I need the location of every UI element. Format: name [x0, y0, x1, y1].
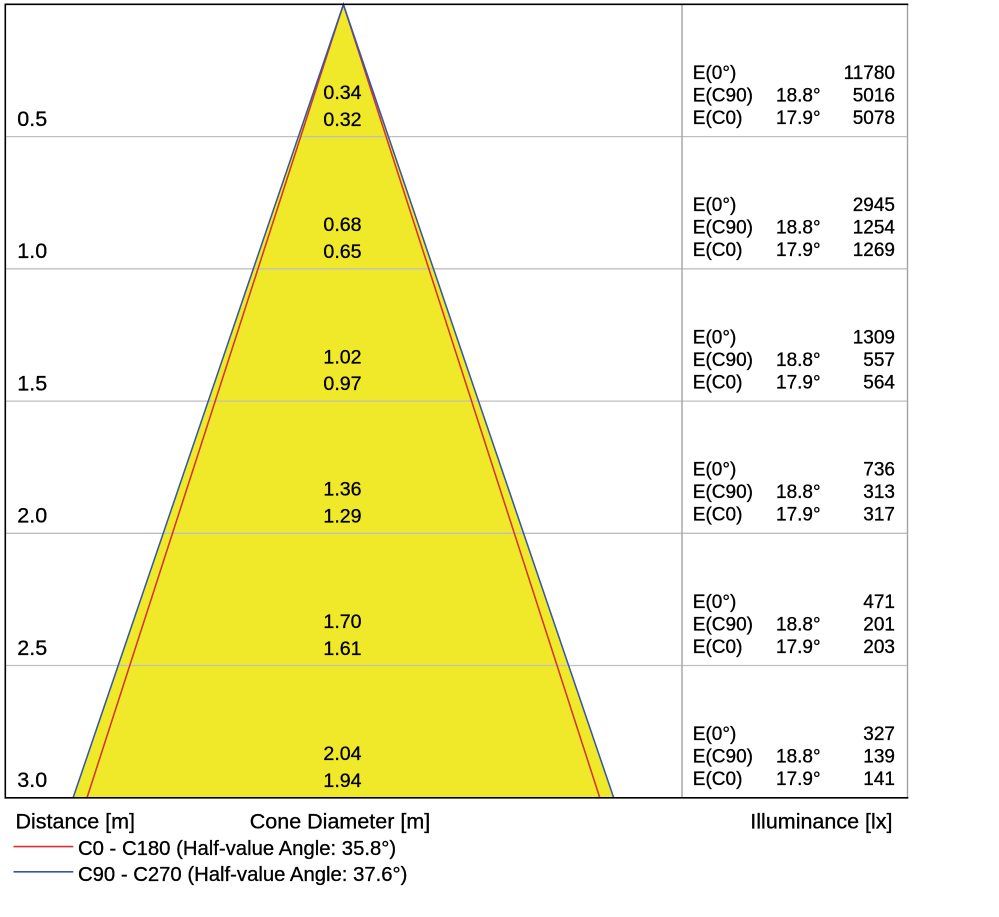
svg-text:E(C90): E(C90)	[693, 85, 753, 106]
svg-text:557: 557	[863, 350, 895, 371]
svg-text:E(C90): E(C90)	[693, 350, 753, 371]
svg-text:E(C0): E(C0)	[693, 769, 743, 790]
svg-text:E(0°): E(0°)	[693, 724, 737, 745]
svg-text:E(C0): E(C0)	[693, 372, 743, 393]
svg-text:5078: 5078	[853, 108, 895, 129]
svg-text:1269: 1269	[853, 240, 895, 261]
svg-text:0.5: 0.5	[17, 107, 47, 131]
svg-text:736: 736	[863, 460, 895, 481]
svg-text:17.9°: 17.9°	[776, 108, 821, 129]
svg-text:5016: 5016	[853, 85, 895, 106]
svg-text:E(C0): E(C0)	[693, 637, 743, 658]
svg-text:18.8°: 18.8°	[776, 614, 821, 635]
svg-text:E(0°): E(0°)	[693, 460, 737, 481]
svg-text:Distance [m]: Distance [m]	[16, 809, 135, 833]
svg-text:203: 203	[863, 637, 895, 658]
svg-text:E(C90): E(C90)	[693, 614, 753, 635]
svg-text:1.5: 1.5	[17, 371, 47, 395]
svg-text:18.8°: 18.8°	[776, 482, 821, 503]
svg-text:139: 139	[863, 747, 895, 768]
svg-text:3.0: 3.0	[17, 768, 47, 792]
svg-text:2.5: 2.5	[17, 636, 47, 660]
svg-text:E(C90): E(C90)	[693, 747, 753, 768]
svg-text:17.9°: 17.9°	[776, 769, 821, 790]
svg-text:18.8°: 18.8°	[776, 350, 821, 371]
svg-text:141: 141	[863, 769, 895, 790]
svg-text:1.02: 1.02	[323, 346, 361, 368]
svg-text:1.70: 1.70	[323, 611, 361, 633]
svg-text:18.8°: 18.8°	[776, 85, 821, 106]
svg-text:564: 564	[863, 372, 895, 393]
svg-text:E(0°): E(0°)	[693, 327, 737, 348]
svg-text:18.8°: 18.8°	[776, 218, 821, 239]
svg-text:1.0: 1.0	[17, 239, 47, 263]
svg-text:1.94: 1.94	[323, 770, 361, 792]
svg-text:E(C0): E(C0)	[693, 108, 743, 129]
svg-text:0.32: 0.32	[323, 109, 361, 131]
svg-text:317: 317	[863, 505, 895, 526]
svg-text:C0 - C180 (Half-value Angle: 3: C0 - C180 (Half-value Angle: 35.8°)	[78, 838, 396, 860]
svg-text:313: 313	[863, 482, 895, 503]
svg-text:E(0°): E(0°)	[693, 63, 737, 84]
svg-text:1309: 1309	[853, 327, 895, 348]
svg-text:E(C90): E(C90)	[693, 482, 753, 503]
svg-text:17.9°: 17.9°	[776, 240, 821, 261]
svg-text:E(0°): E(0°)	[693, 195, 737, 216]
svg-text:1254: 1254	[853, 218, 896, 239]
svg-text:1.61: 1.61	[323, 638, 361, 660]
svg-text:17.9°: 17.9°	[776, 372, 821, 393]
svg-text:E(C0): E(C0)	[693, 240, 743, 261]
svg-text:C90 - C270 (Half-value Angle:: C90 - C270 (Half-value Angle: 37.6°)	[78, 864, 407, 886]
svg-text:2.0: 2.0	[17, 504, 47, 528]
svg-text:17.9°: 17.9°	[776, 637, 821, 658]
svg-text:Illuminance [lx]: Illuminance [lx]	[750, 809, 892, 833]
svg-text:18.8°: 18.8°	[776, 747, 821, 768]
svg-text:E(C90): E(C90)	[693, 218, 753, 239]
svg-text:201: 201	[863, 614, 895, 635]
svg-text:0.68: 0.68	[323, 214, 361, 236]
svg-text:0.65: 0.65	[323, 241, 361, 263]
svg-text:E(0°): E(0°)	[693, 592, 737, 613]
svg-text:2945: 2945	[853, 195, 895, 216]
svg-text:0.97: 0.97	[323, 373, 361, 395]
svg-text:17.9°: 17.9°	[776, 505, 821, 526]
svg-text:327: 327	[863, 724, 895, 745]
svg-text:0.34: 0.34	[323, 82, 361, 104]
svg-text:1.29: 1.29	[323, 506, 361, 528]
svg-text:11780: 11780	[844, 63, 895, 84]
svg-text:E(C0): E(C0)	[693, 505, 743, 526]
svg-text:471: 471	[863, 592, 895, 613]
svg-text:Cone Diameter [m]: Cone Diameter [m]	[250, 809, 430, 833]
svg-text:2.04: 2.04	[323, 743, 361, 765]
svg-text:1.36: 1.36	[323, 479, 361, 501]
